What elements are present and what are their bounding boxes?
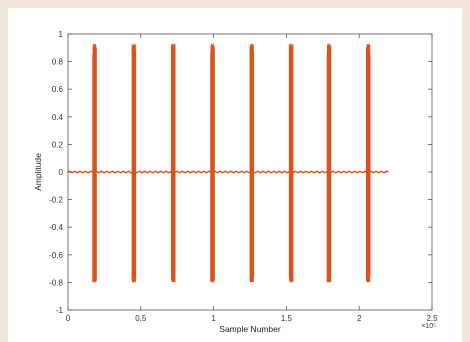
- y-tick-label: -0.4: [49, 223, 63, 232]
- y-tick-label: 0: [59, 168, 64, 177]
- x-axis-title: Sample Number: [219, 324, 281, 334]
- axes: 0 0.5 1 1.5 2 2.5 -1 -0.8 -0.6 -0.4 -0.2 0 0.2 0.4 0.6…: [49, 30, 438, 323]
- signal-baseline: [67, 170, 389, 174]
- y-tick-label: -0.6: [49, 251, 63, 260]
- x-tick-label: 1: [211, 314, 216, 323]
- y-tick-label: -0.8: [49, 278, 63, 287]
- signal-burst: [288, 43, 294, 283]
- signal-marks: [67, 43, 389, 283]
- signal-burst: [249, 43, 255, 283]
- y-tick-label: 1: [59, 30, 64, 39]
- signal-burst: [131, 43, 137, 283]
- y-axis-title: Amplitude: [33, 153, 43, 191]
- figure: 0 0.5 1 1.5 2 2.5 -1 -0.8 -0.6 -0.4 -0.2 0 0.2 0.4 0.6…: [8, 8, 462, 342]
- x-tick-label: 2.5: [426, 314, 438, 323]
- amplitude-chart: 0 0.5 1 1.5 2 2.5 -1 -0.8 -0.6 -0.4 -0.2 0 0.2 0.4 0.6…: [33, 30, 438, 334]
- y-tick-label: 0.8: [52, 58, 64, 67]
- x-axis-multiplier: ×10⁵: [421, 323, 436, 330]
- signal-burst: [170, 43, 176, 283]
- y-tick-label: 0.6: [52, 85, 64, 94]
- x-tick-label: 1.5: [281, 314, 293, 323]
- signal-burst: [326, 43, 332, 283]
- x-tick-label: 0: [66, 314, 71, 323]
- y-tick-label: -1: [56, 306, 64, 315]
- x-tick-label: 0.5: [135, 314, 147, 323]
- signal-burst: [366, 43, 371, 283]
- signal-burst: [210, 43, 215, 283]
- y-tick-label: 0.4: [52, 113, 64, 122]
- x-tick-label: 2: [357, 314, 362, 323]
- signal-burst: [92, 43, 97, 283]
- y-tick-label: -0.2: [49, 196, 63, 205]
- y-tick-label: 0.2: [52, 140, 64, 149]
